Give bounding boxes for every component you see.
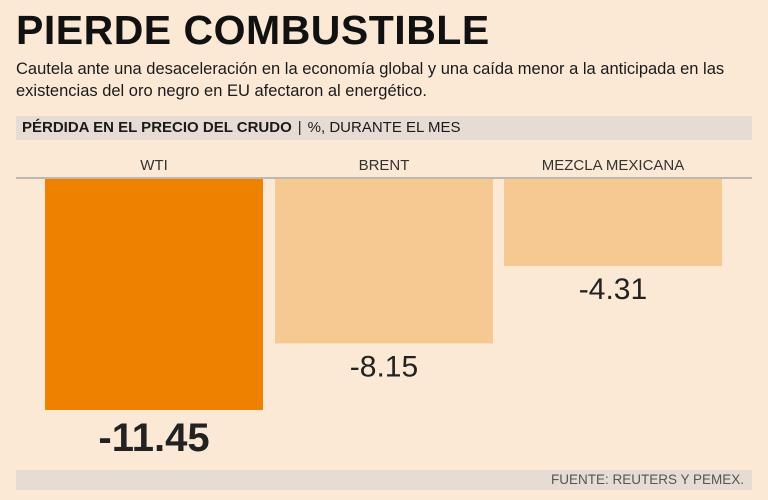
source-footer: FUENTE: REUTERS Y PEMEX. — [16, 470, 752, 490]
category-label: MEZCLA MEXICANA — [542, 157, 685, 174]
bar-chart: WTI -11.45 BRENT -8.15 MEZCLA MEXICANA -4.31 — [16, 157, 752, 460]
bar-wti — [45, 179, 263, 410]
bar-mezcla-mexicana — [504, 179, 722, 266]
bar-brent — [275, 179, 493, 344]
chart-unit: %, DURANTE EL MES — [307, 119, 461, 136]
category-label: BRENT — [359, 157, 410, 174]
source-text: FUENTE: REUTERS Y PEMEX. — [550, 472, 744, 487]
subtitle: Cautela ante una desaceleración en la ec… — [16, 60, 725, 100]
data-label: -11.45 — [98, 416, 209, 460]
data-label: -8.15 — [350, 350, 418, 383]
chart-header-separator: | — [297, 119, 302, 136]
page-title: PIERDE COMBUSTIBLE — [16, 7, 490, 53]
data-label: -4.31 — [579, 273, 647, 306]
category-label: WTI — [140, 157, 168, 174]
chart-header: PÉRDIDA EN EL PRECIO DEL CRUDO | %, DURANT… — [16, 116, 752, 140]
chart-title: PÉRDIDA EN EL PRECIO DEL CRUDO — [22, 119, 292, 136]
